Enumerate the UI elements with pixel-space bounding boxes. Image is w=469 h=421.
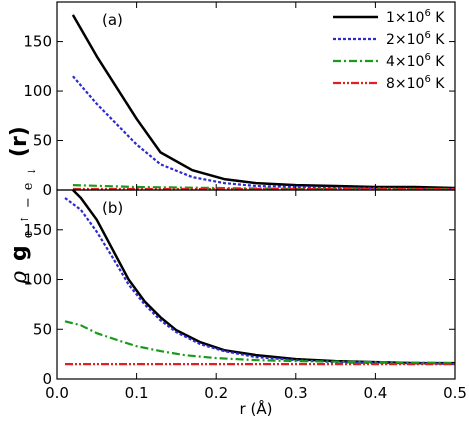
y-label-tail: (r) bbox=[7, 126, 32, 157]
y-label-sub-minus: − bbox=[21, 197, 36, 208]
y-tick-label-b: 100 bbox=[23, 271, 52, 289]
legend-label-4: 8×106 K bbox=[386, 74, 445, 92]
series-line-b-1 bbox=[72, 190, 455, 365]
panel-label-b: (b) bbox=[102, 199, 123, 217]
y-label-sub-up: ↑ bbox=[20, 215, 31, 223]
panel-b: 0 50 100 150 0.0 0.1 0.2 0.3 0.4 0.5 (b) bbox=[23, 189, 467, 402]
series-line-a-2 bbox=[72, 75, 455, 190]
x-tick-label: 0.3 bbox=[284, 384, 308, 402]
series-line-b-3 bbox=[64, 320, 455, 365]
legend-label-3: 4×106 K bbox=[386, 52, 445, 70]
legend: 1×106 K 2×106 K 4×106 K 8×106 K bbox=[333, 8, 445, 92]
y-label-rho: ρ bbox=[7, 271, 32, 285]
legend-label-2: 2×106 K bbox=[386, 30, 445, 48]
x-tick-label: 0.1 bbox=[125, 384, 149, 402]
y-tick-label-a: 150 bbox=[23, 33, 52, 51]
y-tick-label-b: 150 bbox=[23, 221, 52, 239]
y-label-g: g bbox=[7, 245, 32, 261]
y-label-sub-down: ↓ bbox=[27, 167, 38, 175]
legend-label-1: 1×106 K bbox=[386, 8, 445, 26]
y-tick-label-a: 0 bbox=[42, 181, 52, 199]
x-tick-label: 0.2 bbox=[204, 384, 228, 402]
y-tick-label-b: 0 bbox=[42, 370, 52, 388]
panel-a: 0 50 100 150 (a) bbox=[23, 1, 456, 199]
series-line-a-1 bbox=[71, 14, 455, 190]
x-tick-label: 0.0 bbox=[45, 384, 69, 402]
x-axis-label: r (Å) bbox=[240, 399, 273, 418]
y-label-sub-e2: e bbox=[21, 182, 36, 190]
x-tick-label: 0.4 bbox=[363, 384, 387, 402]
panel-label-a: (a) bbox=[102, 11, 123, 29]
y-label-sub-e1: e bbox=[21, 230, 36, 238]
axes-frame-b bbox=[56, 189, 456, 380]
y-tick-label-a: 50 bbox=[33, 132, 52, 150]
y-tick-label-b: 50 bbox=[33, 320, 52, 338]
axes-frame-a bbox=[56, 1, 456, 191]
x-tick-label: 0.5 bbox=[443, 384, 467, 402]
y-axis-label: ρ g e ↑ − e ↓ (r) bbox=[7, 126, 41, 285]
series-line-b-2 bbox=[64, 197, 455, 366]
y-tick-label-a: 100 bbox=[23, 82, 52, 100]
